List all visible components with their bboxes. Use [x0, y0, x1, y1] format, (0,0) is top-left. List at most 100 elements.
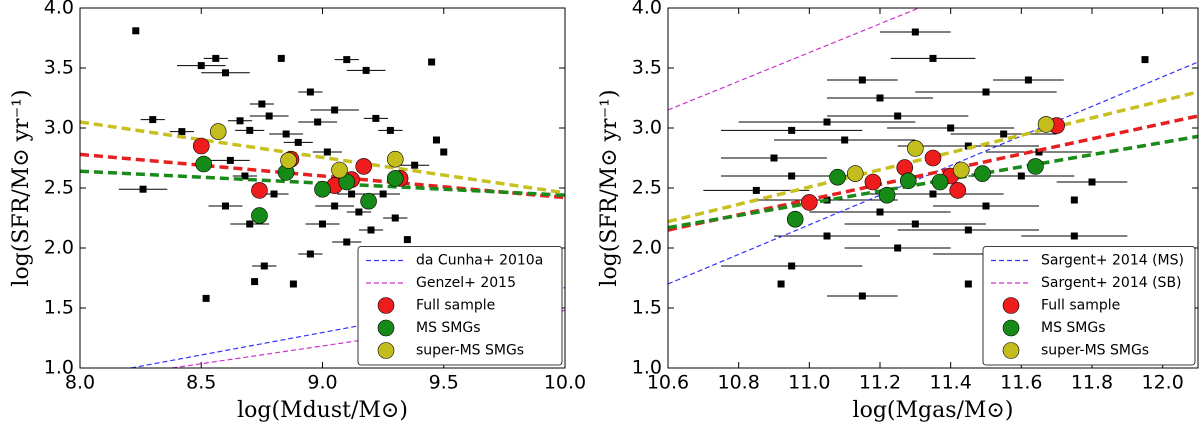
- legend-label: MS SMGs: [416, 320, 481, 336]
- x-axis-label: log(Mgas/M⊙): [853, 398, 1014, 423]
- point: [1024, 76, 1032, 84]
- point: [432, 136, 440, 144]
- legend-label: Full sample: [416, 298, 495, 314]
- point: [379, 190, 387, 198]
- y-tick-label: 4.0: [632, 0, 662, 19]
- point: [222, 69, 229, 77]
- legend-marker: [1002, 319, 1020, 337]
- y-tick-label: 4.0: [44, 0, 74, 19]
- point: [752, 186, 760, 194]
- y-axis-label: log(SFR/M⊙ yr⁻¹): [9, 89, 34, 286]
- y-tick-label: 2.5: [632, 177, 662, 199]
- legend-marker: [377, 342, 395, 359]
- marker: [280, 152, 297, 169]
- point: [788, 262, 796, 270]
- point: [260, 262, 268, 270]
- y-axis-label: log(SFR/M⊙ yr⁻¹): [597, 89, 622, 286]
- marker: [974, 165, 991, 182]
- x-tick-label: 10.0: [544, 372, 586, 394]
- x-tick-label: 11.4: [930, 372, 972, 394]
- point: [911, 220, 919, 228]
- x-tick-label: 12.0: [1142, 372, 1184, 394]
- point: [251, 278, 259, 286]
- marker: [192, 137, 210, 155]
- y-tick-label: 2.0: [44, 237, 74, 259]
- point: [226, 156, 234, 164]
- point: [236, 117, 244, 125]
- point: [858, 76, 866, 84]
- point: [355, 208, 363, 216]
- y-tick-label: 2.0: [632, 237, 662, 259]
- legend-label: super-MS SMGs: [416, 343, 524, 359]
- legend-marker: [1002, 297, 1020, 314]
- point: [403, 236, 411, 244]
- point: [149, 116, 157, 124]
- marker: [907, 140, 924, 157]
- fit-line: [80, 152, 565, 200]
- point: [1141, 56, 1149, 64]
- x-tick-label: 10.6: [647, 372, 689, 394]
- point: [947, 124, 955, 132]
- y-tick-label: 1.0: [44, 357, 74, 379]
- legend-label: Sargent+ 2014 (SB): [1041, 275, 1182, 291]
- x-tick-label: 10.8: [718, 372, 760, 394]
- marker: [949, 182, 967, 199]
- marker: [899, 172, 917, 190]
- point: [440, 148, 448, 156]
- point: [277, 54, 285, 62]
- point: [1070, 196, 1078, 204]
- marker: [1037, 116, 1055, 133]
- marker: [1027, 158, 1044, 175]
- point: [306, 88, 314, 96]
- y-tick-label: 1.5: [632, 297, 662, 319]
- point: [964, 226, 972, 234]
- legend-box: [982, 246, 1196, 366]
- point: [132, 27, 140, 35]
- marker: [864, 173, 882, 191]
- point: [367, 226, 375, 234]
- point: [929, 54, 937, 62]
- reference-line: [130, 287, 565, 368]
- point: [1017, 172, 1025, 180]
- y-tick-label: 3.5: [632, 57, 662, 79]
- y-tick-label: 1.0: [632, 357, 662, 379]
- point: [197, 62, 205, 70]
- point: [788, 172, 796, 180]
- point: [1088, 178, 1096, 186]
- point: [964, 142, 972, 150]
- point: [343, 56, 351, 64]
- fit-line: [80, 120, 565, 195]
- marker: [314, 180, 331, 198]
- point: [386, 126, 394, 134]
- point: [331, 202, 339, 210]
- point: [1035, 148, 1043, 156]
- point: [929, 190, 937, 198]
- point: [212, 54, 220, 62]
- point: [964, 280, 972, 288]
- point: [770, 154, 778, 162]
- point: [777, 280, 785, 288]
- point: [306, 250, 314, 258]
- x-axis-label: log(Mdust/M⊙): [237, 398, 408, 423]
- marker: [878, 186, 896, 204]
- legend-marker: [377, 319, 395, 337]
- marker: [331, 161, 348, 179]
- point: [894, 112, 902, 120]
- legend-label: super-MS SMGs: [1041, 343, 1149, 359]
- legend-label: Genzel+ 2015: [416, 275, 516, 291]
- point: [894, 244, 902, 252]
- marker: [801, 194, 818, 211]
- point: [241, 172, 249, 180]
- marker: [338, 173, 356, 191]
- point: [178, 128, 186, 136]
- marker: [952, 161, 970, 179]
- legend-label: Sargent+ 2014 (MS): [1041, 253, 1184, 269]
- point: [788, 126, 796, 134]
- point: [911, 28, 919, 36]
- marker: [386, 150, 404, 168]
- marker: [251, 207, 268, 224]
- point: [294, 138, 302, 146]
- point: [823, 118, 831, 126]
- legend-marker: [1002, 342, 1020, 359]
- point: [139, 185, 147, 193]
